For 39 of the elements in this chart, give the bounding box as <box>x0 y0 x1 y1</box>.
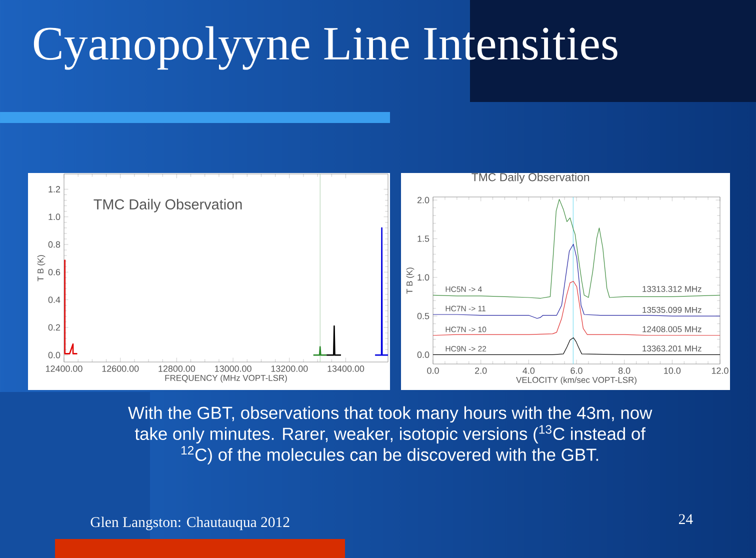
x-tick-label: 6.0 <box>570 368 582 374</box>
x-tick-label: 12400.00 <box>46 366 82 372</box>
x-tick-label: 4.0 <box>522 368 535 374</box>
text: TMC Daily Observation <box>94 198 242 212</box>
y-tick-label: 0.0 <box>48 352 60 358</box>
x-axis-title: FREQUENCY (MHz VOPT-LSR) <box>165 374 287 383</box>
x-tick-label: 2.0 <box>475 368 487 374</box>
x-tick-label: 0.0 <box>427 368 439 374</box>
x-tick-label: 13200.00 <box>271 366 308 372</box>
x-tick-label: 10.0 <box>664 368 681 374</box>
y-tick-label: 0.5 <box>417 312 430 320</box>
y-tick-label: 0.2 <box>48 324 60 331</box>
x-tick-label: 12.0 <box>712 368 728 374</box>
y-tick-label: 1.0 <box>418 274 430 281</box>
annotation: 13535.099 MHz <box>642 306 702 313</box>
x-tick-label: 8.0 <box>618 368 630 374</box>
y-tick-label: 0.8 <box>48 241 60 248</box>
x-tick-label: 12800.00 <box>158 366 196 372</box>
y-axis-title: T B (K) <box>37 255 46 282</box>
y-tick-label: 0.6 <box>48 268 60 276</box>
y-tick-label: 1.2 <box>48 186 60 192</box>
text: Cyanopolyyne Line Intensities <box>34 26 618 70</box>
text: 24 <box>678 514 693 524</box>
x-tick-label: 12600.00 <box>102 366 139 372</box>
y-tick-label: 1.0 <box>48 214 60 220</box>
x-axis-title: VELOCITY (km/sec VOPT-LSR) <box>516 376 636 385</box>
annotation: 13363.201 MHz <box>642 346 702 352</box>
text: Glen Langston: Chautauqua 2012 <box>90 516 290 530</box>
x-tick-label: 13000.00 <box>215 366 252 372</box>
annotation: 13313.312 MHz <box>642 286 702 292</box>
chart-title: TMC Daily Observation <box>472 172 590 184</box>
y-tick-label: 2.0 <box>417 196 430 204</box>
y-tick-label: 1.5 <box>418 236 430 242</box>
y-axis-title: T B (K) <box>406 268 414 294</box>
y-tick-label: 0.0 <box>417 352 430 358</box>
x-tick-label: 13400.00 <box>328 366 364 372</box>
annotation: 12408.005 MHz <box>642 326 702 332</box>
text: With the GBT, observations that took many hours with the 43m, now take only minutes. Rarer, weaker, isotopic versions ($^{13}$C instead of $^{12}$C) of the molecules can be discovered with the GBT. <box>128 406 652 464</box>
y-tick-label: 0.4 <box>48 296 60 303</box>
